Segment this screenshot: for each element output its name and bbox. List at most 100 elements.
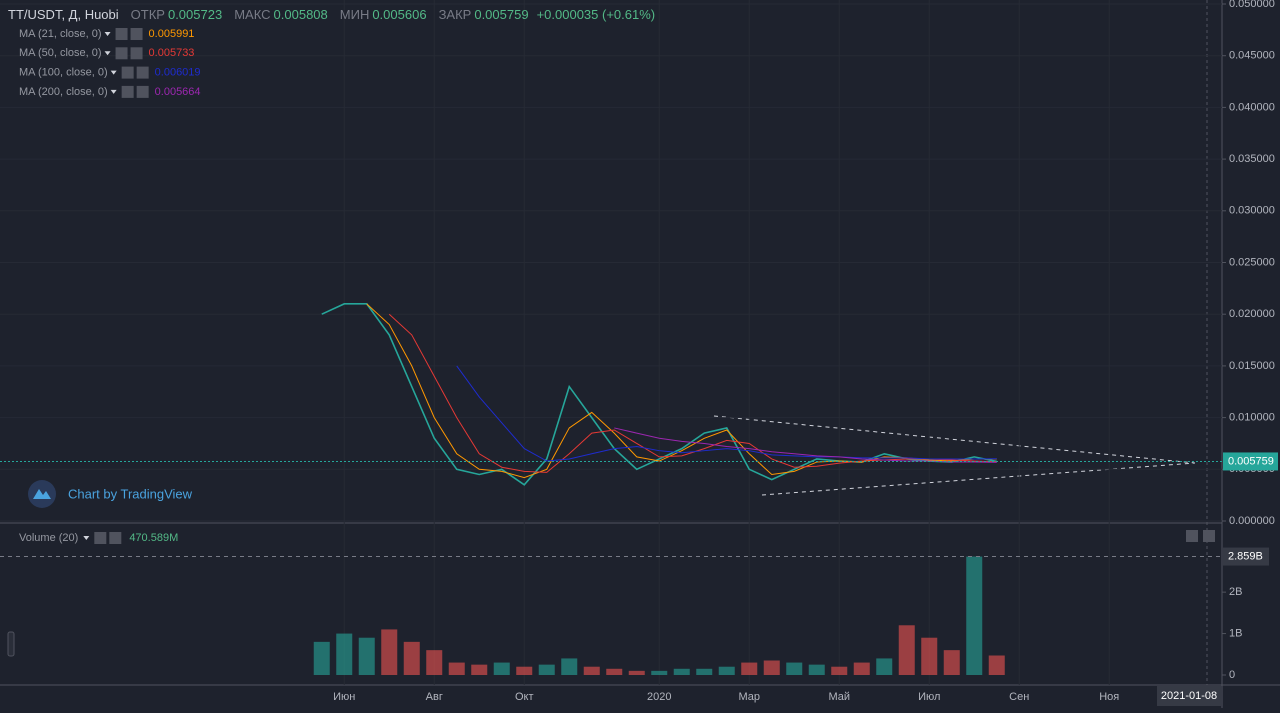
field-value: 0.005606 [372,7,426,22]
close-button [130,28,143,40]
ma-line [388,313,997,473]
price-line [321,303,997,486]
dropdown [104,51,111,56]
field-value: 0.005808 [274,7,328,22]
ma-legend-name: MA (50, close, 0) [19,47,102,59]
volume-bar [516,666,533,675]
settings-button [115,47,128,60]
field-label: ОТКР [131,7,165,22]
ma-legend-value: 0.005664 [155,86,201,98]
volume-bar [763,660,780,675]
pane-down-button[interactable] [1203,530,1215,542]
volume-bar [718,666,735,675]
crosshair-date: 2021-01-08 [1161,690,1217,702]
y-tick-label: 0.050000 [1229,0,1275,10]
legend-header: TT/USDT, Д, Huobi ОТКР 0.005723 МАКС 0.00580… [8,7,655,22]
ma-legend-value: 0.005991 [149,28,195,40]
volume-bar [741,662,758,675]
volume-bar [448,662,465,675]
close-button [130,47,143,60]
dropdown [110,89,117,94]
field-label: МИН [340,7,370,22]
volume-bar [403,641,420,675]
y-tick-label: 0.015000 [1229,360,1275,372]
y-tick-label: 1B [1229,627,1242,639]
y-tick-label: 0.040000 [1229,101,1275,113]
x-tick-label: Ноя [1099,691,1119,703]
x-tick-label: Июл [918,691,940,703]
volume-bar [358,637,375,675]
settings-button [121,85,134,98]
volume-bar [313,641,330,675]
ma-legend-name: MA (21, close, 0) [19,28,102,40]
volume-bar [876,658,893,675]
volume-bar [651,670,668,675]
volume-last: 470.589M [129,532,178,544]
x-tick-label: Окт [515,691,534,703]
volume-bar [426,650,443,675]
field-value: 0.005723 [168,7,222,22]
volume-bar [966,556,983,675]
volume-bar [921,637,938,675]
ma-legend-value: 0.005733 [149,47,195,59]
volume-bar [943,650,960,675]
volume-bar [538,664,555,675]
dropdown [104,32,111,36]
y-tick-label: 0 [1229,669,1235,681]
pane-up-button[interactable] [1186,530,1198,542]
volume-bar [696,668,713,675]
settings-button [121,66,134,79]
volume-bar [381,629,398,675]
max-volume-label: 2.859B [1228,550,1263,562]
x-tick-label: Июн [333,691,355,703]
collapse-handle[interactable] [7,631,15,657]
last-price-label: 0.005759 [1228,455,1274,467]
volume-bar [336,633,353,675]
last-price-badge [1223,452,1278,471]
y-tick-label: 0.025000 [1229,256,1275,268]
ma-legend-name: MA (100, close, 0) [19,67,108,79]
x-tick-label: Сен [1009,691,1029,703]
field-label: ЗАКР [439,7,472,22]
watermark[interactable]: Chart by TradingView [68,486,193,501]
volume-bar [831,666,848,675]
ma-line [366,303,997,479]
date-badge [1157,686,1221,706]
close-button [136,66,149,79]
y-tick-label: 0.035000 [1229,153,1275,165]
settings-button [94,532,107,544]
triangle-drawing [713,415,1196,496]
x-tick-label: Мар [738,691,760,703]
volume-bar [853,662,870,675]
change: +0.000035 (+0.61%) [537,7,656,22]
y-tick-label: 0.020000 [1229,308,1275,320]
close-button [109,532,122,544]
close-button [136,85,149,98]
field-label: МАКС [234,7,270,22]
volume-bar [786,662,803,675]
ma-legend-value: 0.006019 [155,67,201,79]
tv-logo[interactable]: Chart by TradingView [28,480,193,508]
volume-bar [583,666,600,675]
y-tick-label: 0.045000 [1229,50,1275,62]
ma-legend-name: MA (200, close, 0) [19,86,108,98]
y-tick-label: 0.010000 [1229,412,1275,424]
volume-bar [673,668,690,675]
ma-line [456,365,997,462]
symbol: TT/USDT, Д, Huobi [8,7,119,22]
dropdown [110,70,117,75]
x-tick-label: Авг [426,691,443,703]
x-tick-label: 2020 [647,691,671,703]
y-tick-label: 0.000000 [1229,515,1275,527]
volume-bar [988,655,1005,675]
settings-button [115,28,128,40]
volume-bar [898,625,915,675]
field-value: 0.005759 [474,7,528,22]
y-tick-label: 2B [1229,586,1242,598]
volume-bar [606,668,623,675]
volume-bar [493,662,510,675]
dropdown [83,536,90,540]
y-tick-label: 0.030000 [1229,205,1275,217]
